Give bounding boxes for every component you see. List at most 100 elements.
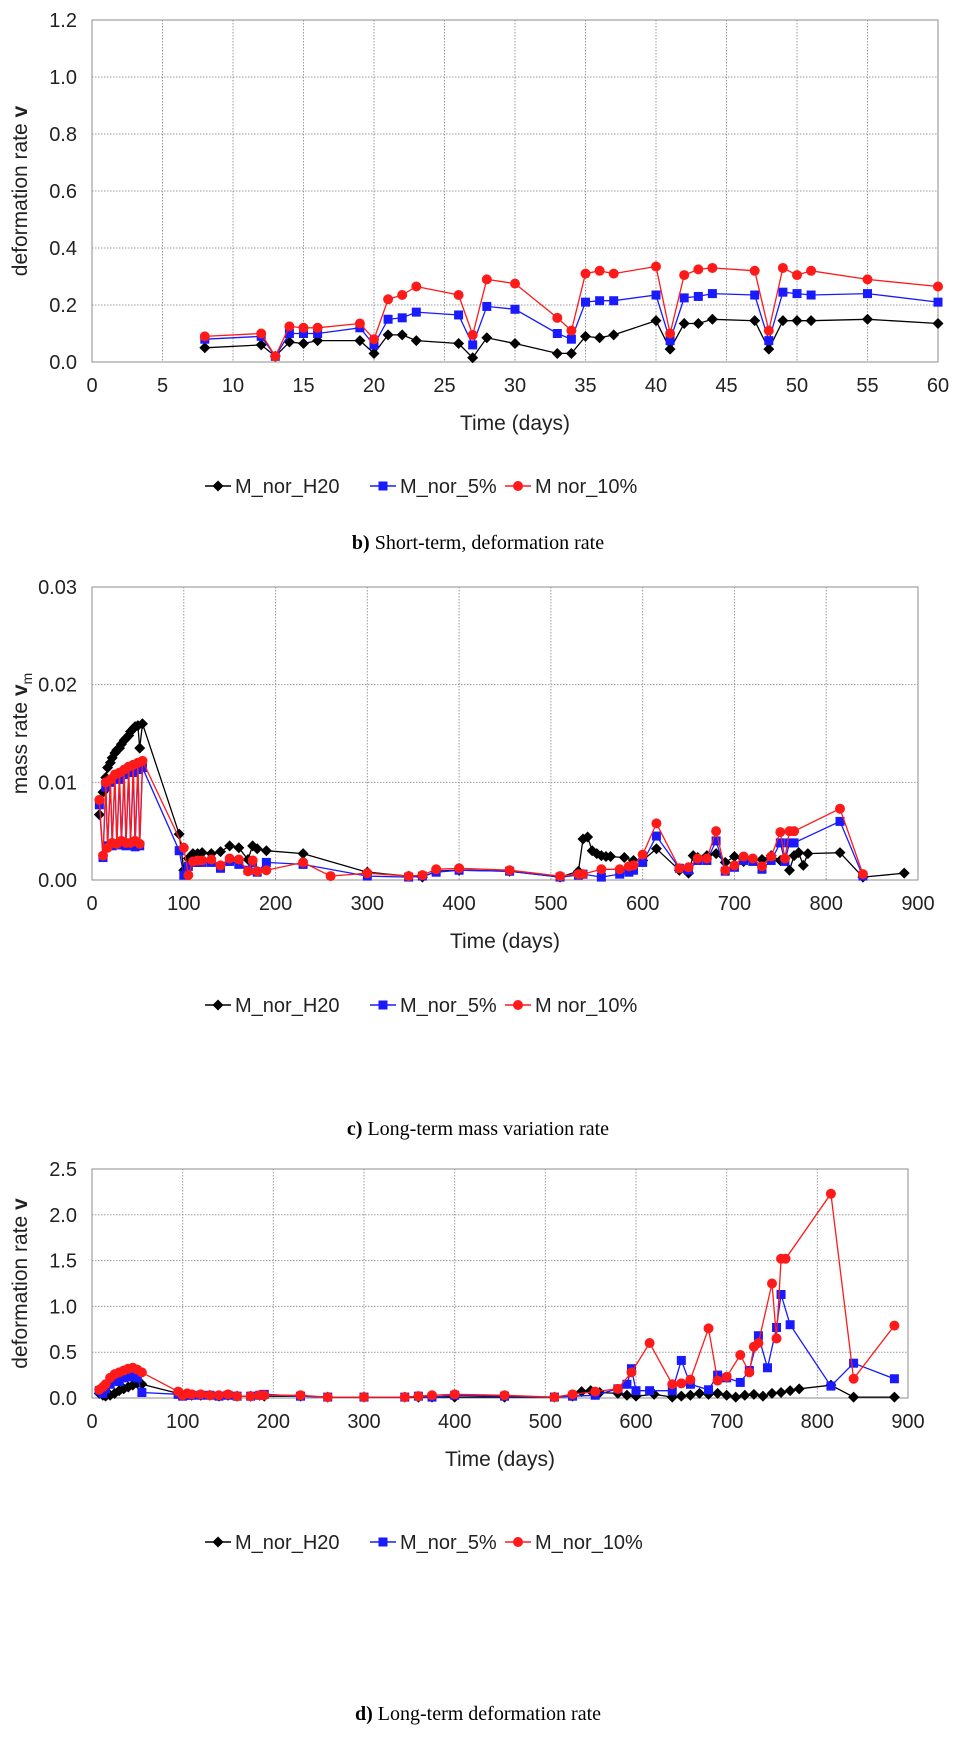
y-tick-label-b: 0.6 [49,181,77,203]
data-point-c-0 [618,852,630,864]
data-point-c-1 [835,816,845,826]
data-point-b-2 [594,265,605,276]
y-tick-label-d: 1.0 [49,1296,77,1318]
data-point-b-2 [397,290,408,301]
data-point-d-1 [676,1355,686,1365]
data-point-b-2 [777,262,788,273]
data-point-b-2 [862,274,873,285]
data-point-b-0 [255,339,267,351]
data-point-d-0 [730,1391,742,1403]
legend-label-d-1: M_nor_5% [400,1532,497,1554]
data-point-b-0 [298,337,309,349]
data-point-c-2 [834,803,845,814]
data-point-c-0 [104,757,116,769]
data-point-c-2 [711,826,722,837]
data-point-b-2 [933,281,943,292]
series-b-1 [200,287,943,361]
data-point-c-2 [729,860,740,871]
data-point-c-1 [183,861,193,871]
panel-c: 0 100 200 300 400 500 600 700 800 900 0.00 0.01 0.02… [0,570,956,1155]
x-tick-label-b: 0 [86,375,97,397]
y-tick-label-b: 0.2 [49,295,77,317]
data-point-c-2 [215,860,226,871]
legend-marker-d-2 [513,1537,523,1547]
x-tick-label-b: 55 [856,375,878,397]
data-point-d-2 [644,1338,655,1349]
y-tick-label-b: 0.0 [49,352,77,374]
data-point-d-2 [245,1391,256,1402]
data-point-d-2 [590,1386,601,1397]
data-point-c-2 [692,853,703,864]
data-point-c-0 [120,732,132,744]
data-point-c-0 [577,833,589,845]
data-point-b-1 [595,296,605,306]
data-point-d-2 [259,1390,270,1401]
data-point-c-2 [98,850,109,861]
data-point-c-2 [454,863,465,874]
data-point-d-2 [499,1390,510,1401]
data-point-d-2 [735,1349,746,1360]
data-point-b-0 [565,347,577,359]
data-point-d-2 [413,1391,424,1402]
y-axis-label-c: mass rate vm [9,673,35,794]
data-point-d-0 [775,1387,787,1399]
data-point-c-2 [261,865,272,876]
x-tick-label-d: 300 [347,1411,380,1433]
data-point-d-2 [567,1389,578,1400]
data-point-d-2 [767,1278,777,1289]
data-point-b-0 [678,318,690,330]
data-point-c-2 [683,862,694,873]
data-point-b-2 [665,328,676,339]
data-point-c-2 [747,853,758,864]
data-point-c-2 [94,794,105,805]
data-point-d-1 [631,1386,641,1396]
data-point-d-0 [648,1388,660,1400]
data-point-c-0 [728,851,740,863]
x-tick-label-c: 900 [901,893,934,915]
caption-c: c) Long-term mass variation rate [0,1118,956,1141]
data-point-b-1 [665,336,675,346]
legend-b: M_nor_H20 M_nor_5% M nor_10% [205,476,637,498]
data-point-b-2 [763,325,774,336]
data-point-d-2 [322,1392,333,1403]
x-tick-label-b: 20 [363,375,385,397]
data-point-c-2 [775,827,786,838]
data-point-c-2 [417,870,428,881]
data-point-d-1 [128,1370,138,1380]
data-point-d-0 [784,1385,796,1397]
x-tick-label-b: 30 [504,375,526,397]
data-point-b-2 [608,268,619,279]
data-point-d-2 [195,1389,206,1400]
data-point-b-1 [299,329,308,338]
data-point-d-2 [685,1374,696,1385]
data-point-c-2 [720,865,731,876]
caption-c-letter: c) [346,1118,363,1140]
data-point-b-0 [805,315,817,327]
data-point-b-1 [383,314,393,324]
data-point-b-2 [298,322,309,333]
data-point-d-1 [762,1363,772,1373]
data-point-c-2 [789,826,800,837]
data-point-b-0 [580,330,591,342]
data-point-d-2 [780,1253,791,1264]
data-point-c-0 [224,840,236,852]
data-point-b-2 [510,278,520,289]
data-point-c-2 [134,838,145,849]
data-point-b-2 [383,294,394,305]
legend-marker-b-0 [212,480,224,492]
x-tick-label-d: 500 [529,1411,562,1433]
data-point-b-0 [199,342,211,354]
data-point-b-0 [763,343,775,355]
data-point-c-2 [243,866,254,877]
chart-c: 0 100 200 300 400 500 600 700 800 900 0.00 0.01 0.02… [9,577,935,1017]
panel-d: 0 100 200 300 400 500 600 700 800 900 0.0 0.5 1.0 1.5… [0,1155,956,1738]
data-point-d-0 [118,1383,130,1395]
x-tick-label-c: 700 [718,893,751,915]
data-point-b-1 [863,289,872,299]
data-point-d-0 [675,1390,687,1402]
data-point-d-2 [213,1390,224,1401]
data-point-b-0 [932,318,944,330]
y-tick-label-d: 2.0 [49,1205,77,1227]
data-point-c-2 [596,864,607,875]
data-point-d-2 [703,1323,714,1334]
